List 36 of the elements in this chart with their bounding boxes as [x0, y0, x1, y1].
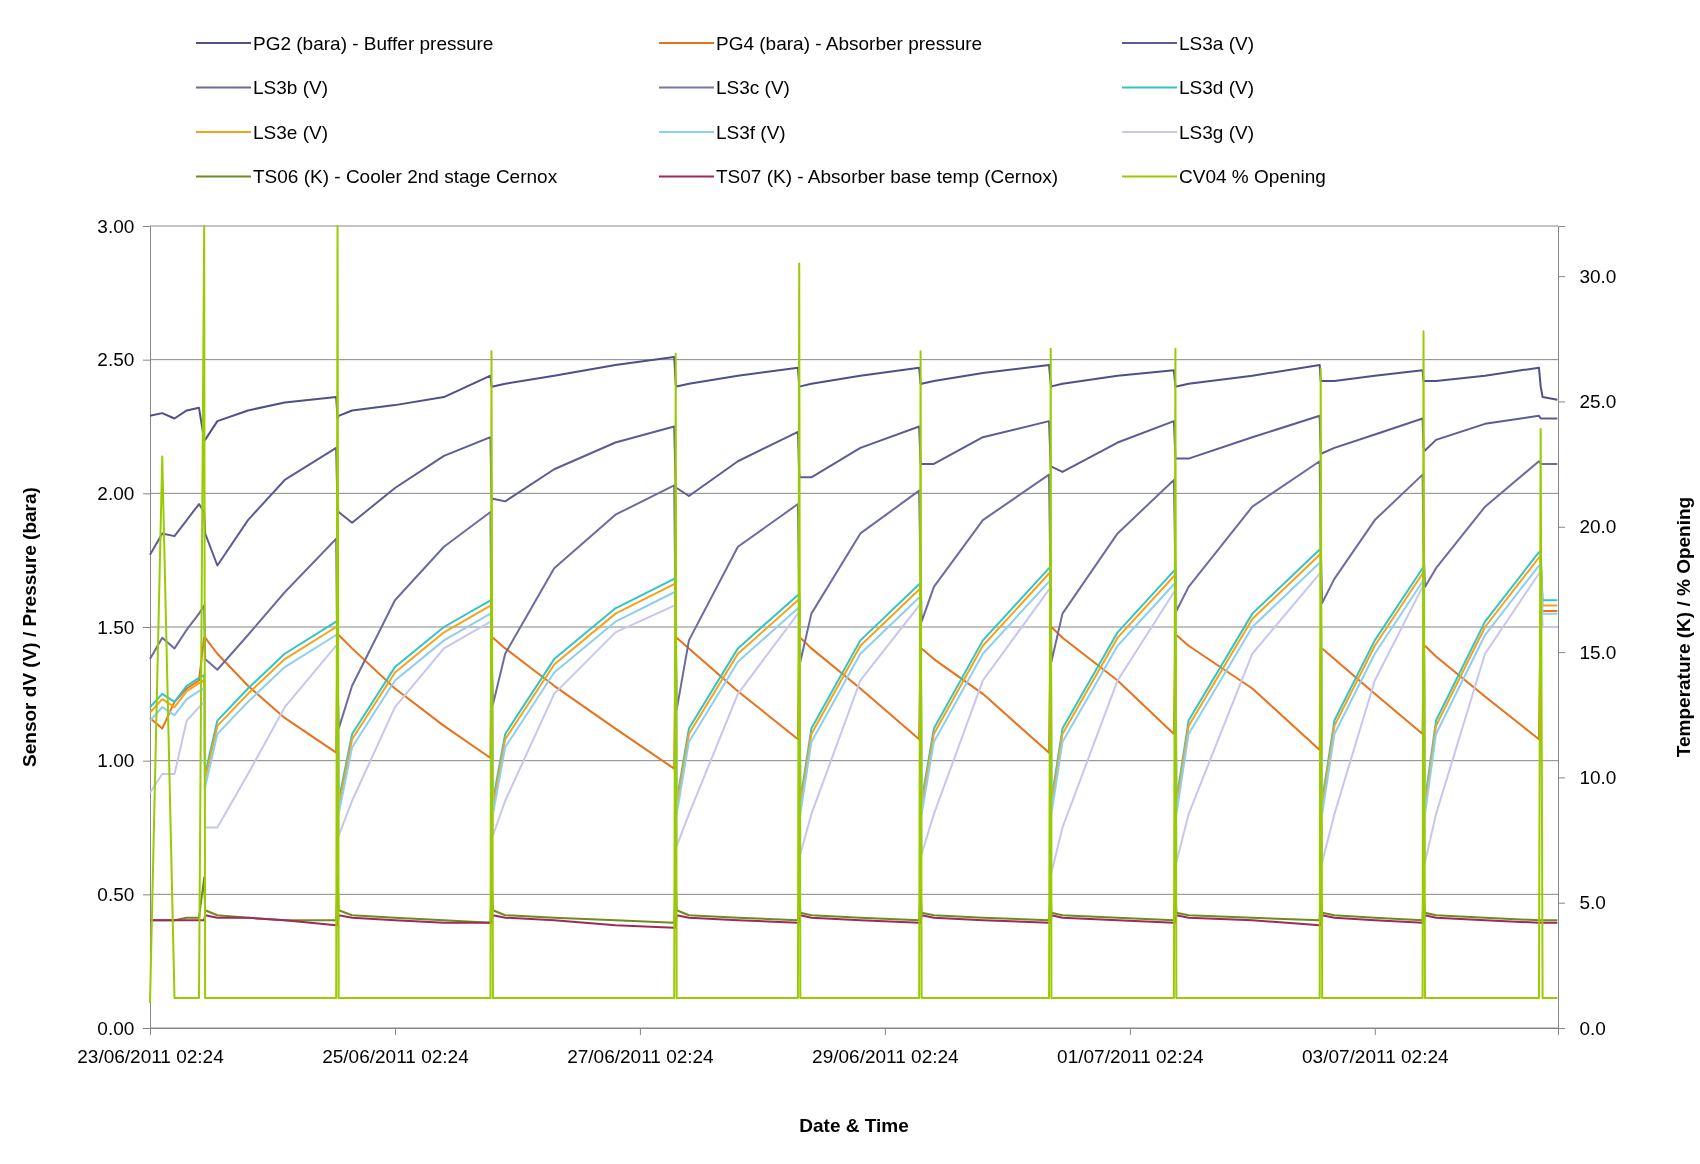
y-tick-label: 1.50: [97, 616, 135, 638]
legend-label: LS3a (V): [1179, 32, 1254, 54]
y-tick-label: 0.00: [97, 1017, 135, 1039]
x-tick-label: 03/07/2011 02:24: [1302, 1045, 1449, 1067]
y-tick-label: 1.00: [97, 750, 135, 772]
legend-label: LS3d (V): [1179, 77, 1254, 99]
legend-label: CV04 % Opening: [1179, 166, 1326, 188]
y2-tick-label: 25.0: [1579, 391, 1617, 413]
x-tick-label: 01/07/2011 02:24: [1057, 1045, 1205, 1067]
legend-label: TS07 (K) - Absorber base temp (Cernox): [716, 166, 1059, 188]
y2-tick-label: 0.0: [1579, 1017, 1606, 1039]
legend-label: LS3c (V): [716, 77, 790, 99]
y-axis-title: Sensor dV (V) / Pressure (bara): [19, 487, 40, 767]
y-tick-label: 3.00: [97, 215, 135, 237]
y2-tick-label: 15.0: [1579, 641, 1617, 663]
y-tick-label: 2.00: [97, 482, 135, 504]
line-series: [149, 914, 1559, 929]
legend-label: LS3f (V): [716, 121, 786, 143]
y2-tick-label: 20.0: [1579, 516, 1617, 538]
x-tick-label: 25/06/2011 02:24: [322, 1045, 470, 1067]
legend-label: LS3g (V): [1179, 121, 1254, 143]
x-tick-label: 29/06/2011 02:24: [812, 1045, 960, 1067]
y2-axis-title: Temperature (K) / % Opening: [1673, 496, 1694, 758]
legend-label: PG2 (bara) - Buffer pressure: [253, 32, 494, 54]
legend-label: LS3b (V): [253, 77, 328, 99]
x-tick-label: 23/06/2011 02:24: [77, 1045, 225, 1067]
x-axis-title: Date & Time: [799, 1115, 909, 1136]
y-tick-label: 2.50: [97, 349, 135, 371]
legend-label: PG4 (bara) - Absorber pressure: [716, 32, 983, 54]
y-tick-label: 0.50: [97, 883, 135, 905]
legend-label: TS06 (K) - Cooler 2nd stage Cernox: [253, 166, 558, 188]
y2-tick-label: 10.0: [1579, 766, 1617, 788]
y2-tick-label: 5.0: [1579, 892, 1606, 914]
legend-label: LS3e (V): [253, 121, 328, 143]
x-tick-label: 27/06/2011 02:24: [567, 1045, 715, 1067]
y2-tick-label: 30.0: [1579, 265, 1617, 287]
